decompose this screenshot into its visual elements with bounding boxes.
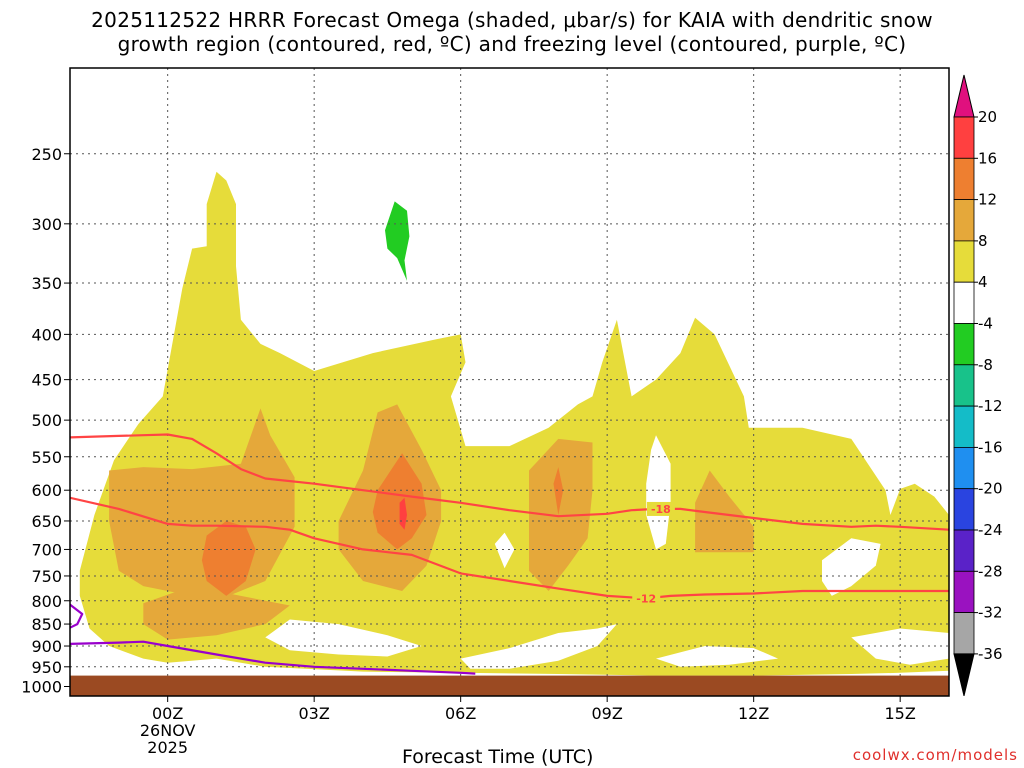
chart-title-line2: growth region (contoured, red, ºC) and f…	[117, 32, 907, 56]
colorbar-label--36: -36	[978, 645, 1003, 663]
colorbar-label--28: -28	[978, 562, 1003, 580]
colorbar-band--16--12	[953, 405, 975, 448]
colorbar-band--36--32	[953, 612, 975, 655]
colorbar-label-8: 8	[978, 232, 988, 250]
colorbar-band--28--24	[953, 529, 975, 572]
colorbar-band-4-8	[953, 240, 975, 283]
colorbar-label--24: -24	[978, 521, 1003, 539]
omega-region-8-12-4	[529, 438, 593, 591]
watermark: coolwx.com/models	[852, 746, 1018, 764]
colorbar-band--24--20	[953, 488, 975, 531]
colorbar-label-4: 4	[978, 273, 988, 291]
omega-hole-3	[265, 619, 422, 657]
freezing_level-contour-2	[70, 640, 476, 675]
colorbar-over-arrow	[953, 74, 975, 118]
freezing_level-contour-3	[70, 603, 84, 629]
y-tick-label-900: 900	[31, 637, 62, 656]
y-tick-label-600: 600	[31, 481, 62, 500]
plot-frame	[69, 67, 950, 697]
x-tick-year-00Z: 2025	[147, 738, 188, 757]
y-tick-label-650: 650	[31, 512, 62, 531]
omega-region-12-16-6	[201, 521, 256, 596]
x-tick-label-12Z: 12Z	[738, 704, 769, 723]
y-tick-label-750: 750	[31, 567, 62, 586]
colorbar-label--32: -32	[978, 604, 1003, 622]
x-tick-label-15Z: 15Z	[885, 704, 916, 723]
colorbar-band--12--8	[953, 364, 975, 407]
colorbar-label--16: -16	[978, 438, 1003, 456]
colorbar-band--8--4	[953, 323, 975, 366]
contour-label-bg-1	[632, 591, 661, 606]
x-tick-label-00Z: 00Z	[152, 704, 183, 723]
y-tick-label-400: 400	[31, 325, 62, 344]
x-tick-date-00Z: 26NOV	[140, 721, 196, 740]
colorbar-band-12-16	[953, 157, 975, 201]
colorbar-band-16-20	[953, 116, 975, 159]
contour-lines	[70, 433, 949, 675]
x-tick-label-09Z: 09Z	[592, 704, 623, 723]
omega-region-12-16-7	[372, 453, 427, 550]
x-axis-label: Forecast Time (UTC)	[402, 746, 594, 768]
y-tick-label-800: 800	[31, 592, 62, 611]
colorbar-label--4: -4	[978, 315, 993, 333]
contour-label-bg-0	[646, 501, 675, 516]
omega-region-12-16-8	[553, 467, 564, 515]
omega-shading	[79, 171, 949, 676]
grid-lines	[70, 68, 949, 696]
colorbar-label--12: -12	[978, 397, 1003, 415]
colorbar-band-8-12	[953, 199, 975, 242]
colorbar-band--32--28	[953, 570, 975, 613]
y-tick-label-850: 850	[31, 615, 62, 634]
contour-label-0: -18	[651, 503, 671, 516]
y-tick-label-950: 950	[31, 658, 62, 677]
colorbar-under-arrow	[953, 653, 975, 697]
y-tick-label-1000: 1000	[21, 678, 62, 697]
temperature-contour-0	[70, 433, 949, 531]
omega-hole-2	[822, 538, 881, 596]
y-tick-label-500: 500	[31, 411, 62, 430]
y-axis: 250 300 350 400 450 500 550 600 650 700 750 800 850 9…	[21, 145, 70, 697]
contour-labels: -18 -12	[632, 501, 675, 606]
colorbar: 20 16 12 8 4 -4 -8 -12 -16 -20 -24 -28 -32 -36	[953, 74, 1003, 697]
y-tick-label-250: 250	[31, 145, 62, 164]
colorbar-label--8: -8	[978, 356, 993, 374]
x-tick-label-06Z: 06Z	[445, 704, 476, 723]
y-tick-label-550: 550	[31, 448, 62, 467]
ground-layer	[70, 675, 949, 696]
colorbar-label-20: 20	[978, 108, 997, 126]
temperature-contour-1	[70, 496, 949, 600]
y-tick-label-350: 350	[31, 274, 62, 293]
colorbar-band--20--16	[953, 446, 975, 490]
omega-region-16-20-9	[399, 497, 407, 530]
omega-region--4--8-10	[385, 201, 410, 281]
colorbar-label--20: -20	[978, 480, 1003, 498]
omega-hole-5	[656, 646, 779, 667]
colorbar-label-12: 12	[978, 191, 997, 209]
x-tick-label-03Z: 03Z	[299, 704, 330, 723]
ground-fill	[70, 675, 949, 696]
omega-region-8-12-2	[143, 586, 290, 640]
omega-region-8-12-5	[695, 470, 754, 553]
chart-title-line1: 2025112522 HRRR Forecast Omega (shaded, …	[91, 8, 933, 32]
y-tick-label-300: 300	[31, 215, 62, 234]
y-tick-label-450: 450	[31, 371, 62, 390]
chart-title: 2025112522 HRRR Forecast Omega (shaded, …	[0, 8, 1024, 56]
omega-hole-6	[851, 628, 949, 665]
omega-hole-0	[494, 532, 515, 569]
contour-label-1: -12	[636, 592, 656, 605]
colorbar-band--4-4	[953, 281, 975, 324]
colorbar-label-16: 16	[978, 149, 997, 167]
y-tick-label-700: 700	[31, 540, 62, 559]
